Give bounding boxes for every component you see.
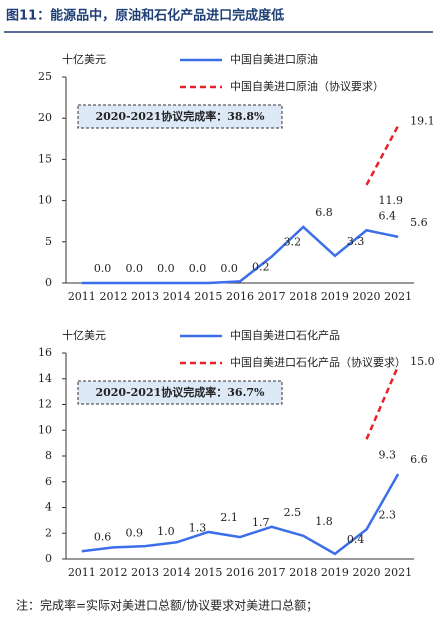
x-tick-label: 2018 <box>289 566 317 579</box>
x-tick-label: 2020 <box>353 290 381 303</box>
y-tick-label: 20 <box>38 111 52 124</box>
y-tick-label: 14 <box>38 372 52 385</box>
legend-label: 中国自美进口原油（协议要求） <box>230 79 384 93</box>
x-tick-label: 2016 <box>226 566 254 579</box>
x-tick-label: 2012 <box>99 566 127 579</box>
data-label: 0.0 <box>94 262 112 275</box>
x-tick-label: 2014 <box>163 290 191 303</box>
data-label: 0.4 <box>347 533 365 546</box>
annotation: 2020-2021协议完成率：38.8% <box>95 109 265 123</box>
data-label: 1.7 <box>252 516 270 529</box>
legend-label: 中国自美进口石化产品（协议要求） <box>230 355 406 369</box>
data-label: 1.3 <box>189 521 207 534</box>
x-tick-label: 2017 <box>258 290 286 303</box>
data-label: 9.3 <box>379 448 397 461</box>
y-tick-label: 2 <box>45 526 52 539</box>
y-tick-label: 4 <box>45 501 52 514</box>
series-line <box>365 365 400 440</box>
annotation-box <box>77 380 283 405</box>
x-tick-label: 2012 <box>99 290 127 303</box>
y-axis-label: 十亿美元 <box>62 52 106 66</box>
legend-label: 中国自美进口石化产品 <box>230 328 340 342</box>
data-label: 0.0 <box>189 262 207 275</box>
footnote: 注：完成率=实际对美进口总额/协议要求对美进口总额； <box>16 598 318 613</box>
x-tick-label: 2011 <box>68 290 96 303</box>
data-label: 2.3 <box>379 508 397 521</box>
data-label: 15.0 <box>410 355 435 368</box>
data-label: 3.3 <box>347 235 365 248</box>
data-label: 6.8 <box>315 206 333 219</box>
x-tick-label: 2016 <box>226 290 254 303</box>
x-tick-label: 2019 <box>321 290 349 303</box>
data-label: 0.6 <box>94 530 112 543</box>
x-tick-label: 2017 <box>258 566 286 579</box>
data-label: 3.2 <box>284 236 302 249</box>
y-tick-label: 5 <box>45 235 52 248</box>
y-tick-label: 0 <box>45 552 52 565</box>
data-label: 1.8 <box>315 515 333 528</box>
x-tick-label: 2021 <box>384 290 412 303</box>
x-tick-label: 2011 <box>68 566 96 579</box>
data-label: 1.0 <box>157 525 175 538</box>
x-tick-label: 2019 <box>321 566 349 579</box>
data-label: 0.0 <box>157 262 175 275</box>
y-tick-label: 0 <box>45 276 52 289</box>
data-label: 0.9 <box>125 526 143 539</box>
data-label: 0.0 <box>125 262 143 275</box>
data-label: 2.5 <box>284 506 302 519</box>
x-tick-label: 2015 <box>194 566 222 579</box>
x-tick-label: 2020 <box>353 566 381 579</box>
y-tick-label: 25 <box>38 70 52 83</box>
y-tick-label: 12 <box>38 398 52 411</box>
data-label: 2.1 <box>220 511 238 524</box>
x-tick-label: 2015 <box>194 290 222 303</box>
data-label: 11.9 <box>379 194 404 207</box>
y-tick-label: 15 <box>38 152 52 165</box>
data-label: 5.6 <box>410 216 428 229</box>
x-tick-label: 2021 <box>384 566 412 579</box>
y-tick-label: 10 <box>38 423 52 436</box>
data-label: 0.0 <box>220 262 238 275</box>
series-line <box>365 125 400 186</box>
data-label: 6.4 <box>379 209 397 222</box>
data-label: 6.6 <box>410 453 428 466</box>
x-tick-label: 2013 <box>131 566 159 579</box>
y-tick-label: 8 <box>45 449 52 462</box>
x-tick-label: 2018 <box>289 290 317 303</box>
x-tick-label: 2014 <box>163 566 191 579</box>
series-line <box>81 225 399 285</box>
legend-label: 中国自美进口原油 <box>230 52 318 66</box>
x-tick-label: 2013 <box>131 290 159 303</box>
y-tick-label: 6 <box>45 475 52 488</box>
figure-title: 图11：能源品中，原油和石化产品进口完成度低 <box>6 8 284 24</box>
y-tick-label: 10 <box>38 194 52 207</box>
series-line <box>81 473 400 556</box>
data-label: 19.1 <box>410 115 435 128</box>
y-tick-label: 16 <box>38 346 52 359</box>
y-axis-label: 十亿美元 <box>62 328 106 342</box>
data-label: 0.2 <box>252 260 270 273</box>
annotation: 2020-2021协议完成率：36.7% <box>95 385 265 399</box>
annotation-box <box>77 104 283 129</box>
